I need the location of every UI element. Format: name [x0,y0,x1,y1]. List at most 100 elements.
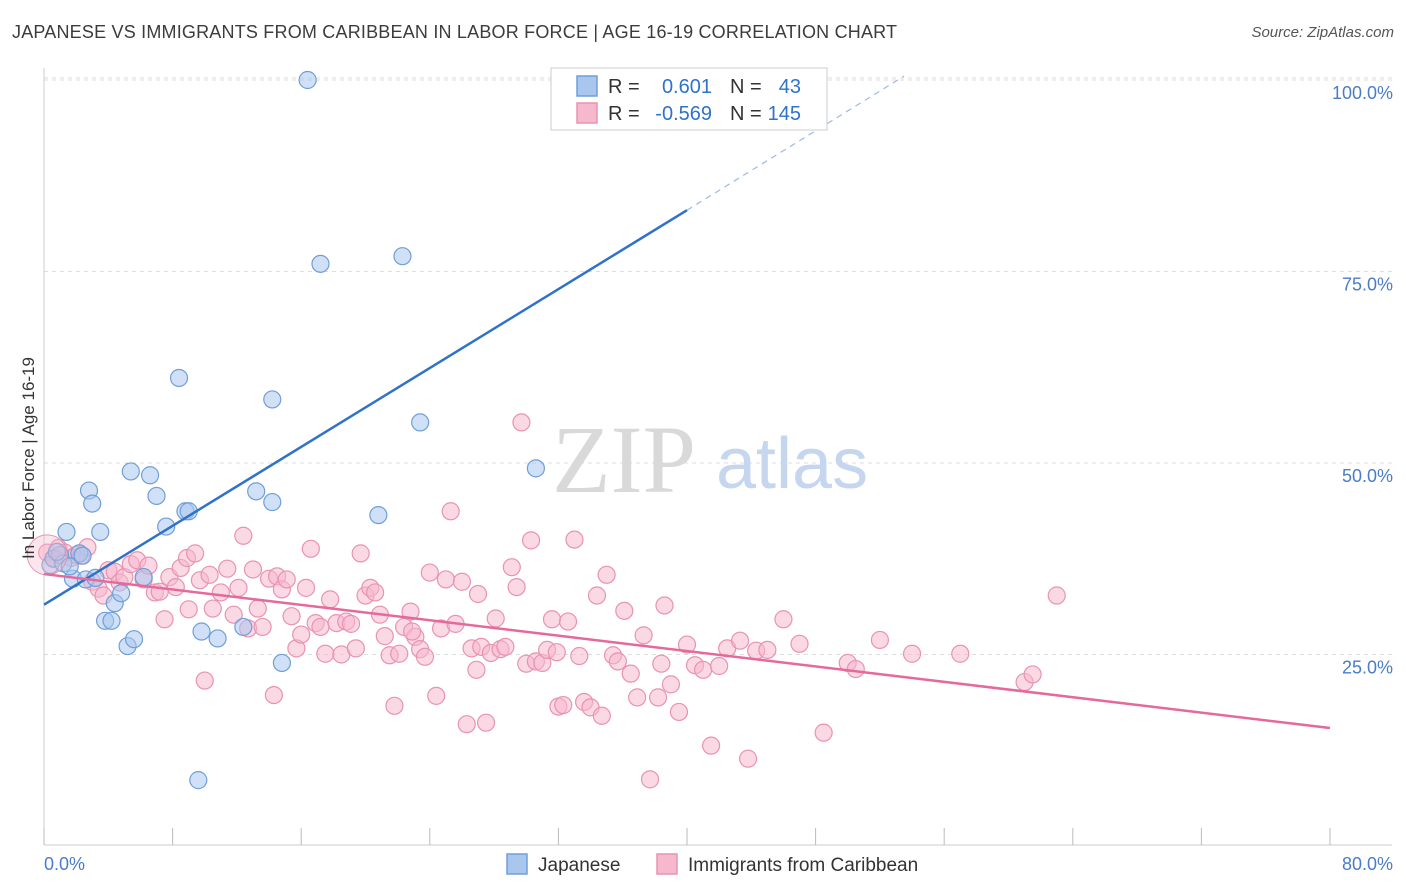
caribbean-point [554,695,573,715]
caribbean-point [311,617,330,637]
caribbean-point [677,635,697,654]
japanese-point [102,611,121,630]
caribbean-point [203,599,222,618]
y-tick-label: 50.0% [1342,466,1393,486]
caribbean-point [316,644,335,663]
watermark-zip: ZIP [552,406,696,513]
legend-n-value: 43 [779,76,801,98]
japanese-point [411,413,430,432]
caribbean-point [351,544,370,563]
caribbean-point [669,702,689,722]
caribbean-point [870,630,890,650]
caribbean-point [166,577,185,597]
caribbean-point [570,646,589,666]
caribbean-point [234,526,253,545]
caribbean-point [200,565,219,584]
japanese-point [369,505,388,525]
caribbean-point [401,602,420,621]
trend-lines [43,75,1331,730]
legend-japanese-swatch [576,75,598,97]
caribbean-point [846,659,865,679]
japanese-point [189,771,208,790]
japanese-point [311,254,330,273]
legend-r-label: R = [608,103,640,125]
caribbean-point [634,626,653,645]
caribbean-point [346,639,365,658]
bottom-legend-caribbean-label: Immigrants from Caribbean [688,855,918,876]
caribbean-point [436,570,455,589]
japanese-point [157,517,176,536]
legend-n-value: 145 [768,103,801,125]
bottom-legend: Japanese Immigrants from Caribbean [506,853,918,876]
caribbean-point [467,660,486,679]
caribbean-point [211,583,230,602]
caribbean-point [512,413,531,432]
caribbean-point [496,637,515,656]
legend-r-label: R = [608,76,640,98]
caribbean-point [321,590,340,609]
caribbean-point [390,644,409,663]
japanese-point [272,653,292,673]
japanese-point [134,568,153,587]
y-tick-label: 75.0% [1342,275,1393,295]
caribbean-point [738,749,758,768]
caribbean-point [615,601,634,620]
caribbean-point [730,631,750,650]
japanese-point [112,584,131,603]
japanese-point [47,542,66,561]
japanese-point [263,492,282,512]
caribbean-point [243,560,263,579]
legend-r-value: -0.569 [655,103,712,125]
y-tick-label: 25.0% [1342,658,1393,678]
caribbean-point [155,610,174,629]
caribbean-point [366,583,385,602]
caribbean-point [951,644,970,663]
caribbean-point [814,723,833,742]
caribbean-point [648,688,668,707]
axes: 25.0% 50.0% 75.0% 100.0% 0.0% 80.0% [43,68,1393,874]
japanese-point [234,617,253,637]
watermark: ZIP atlas [552,406,868,513]
caribbean-point [608,652,627,671]
caribbean-point [565,530,584,549]
caribbean-point [710,656,729,676]
japanese-point [192,622,211,641]
caribbean-point [385,696,404,715]
caribbean-point [468,584,488,604]
japanese-trend-extension [686,75,905,211]
caribbean-point [224,605,243,624]
caribbean-point [186,544,205,563]
caribbean-point [621,664,640,683]
caribbean-point [902,644,922,663]
caribbean-point [415,647,435,666]
caribbean-point [452,572,472,591]
japanese-point [169,368,189,388]
caribbean-point [558,612,578,631]
caribbean-point [476,713,496,732]
x-tick-label: 80.0% [1342,854,1393,874]
legend-caribbean-swatch [576,102,598,124]
caribbean-point [661,675,681,694]
caribbean-point [253,617,272,637]
japanese-point [124,630,144,649]
chart-source: Source: ZipAtlas.com [1251,24,1394,41]
caribbean-point [277,570,296,589]
japanese-point [393,247,412,266]
caribbean-point [547,643,566,662]
caribbean-point [301,539,320,558]
y-tick-label: 100.0% [1332,83,1393,103]
bottom-legend-japanese-label: Japanese [538,855,620,876]
japanese-point [140,466,160,485]
y-axis-title: In Labor Force | Age 16-19 [19,357,38,559]
japanese-point [83,494,102,513]
caribbean-point [150,582,169,601]
legend-n-label: N = [730,103,762,125]
caribbean-point [179,600,198,619]
caribbean-point [264,685,283,705]
japanese-point [263,390,282,409]
caribbean-point [502,558,521,577]
legend-n-label: N = [730,76,762,98]
caribbean-point [507,577,526,597]
caribbean-point [592,706,611,725]
caribbean-point [1023,665,1042,684]
